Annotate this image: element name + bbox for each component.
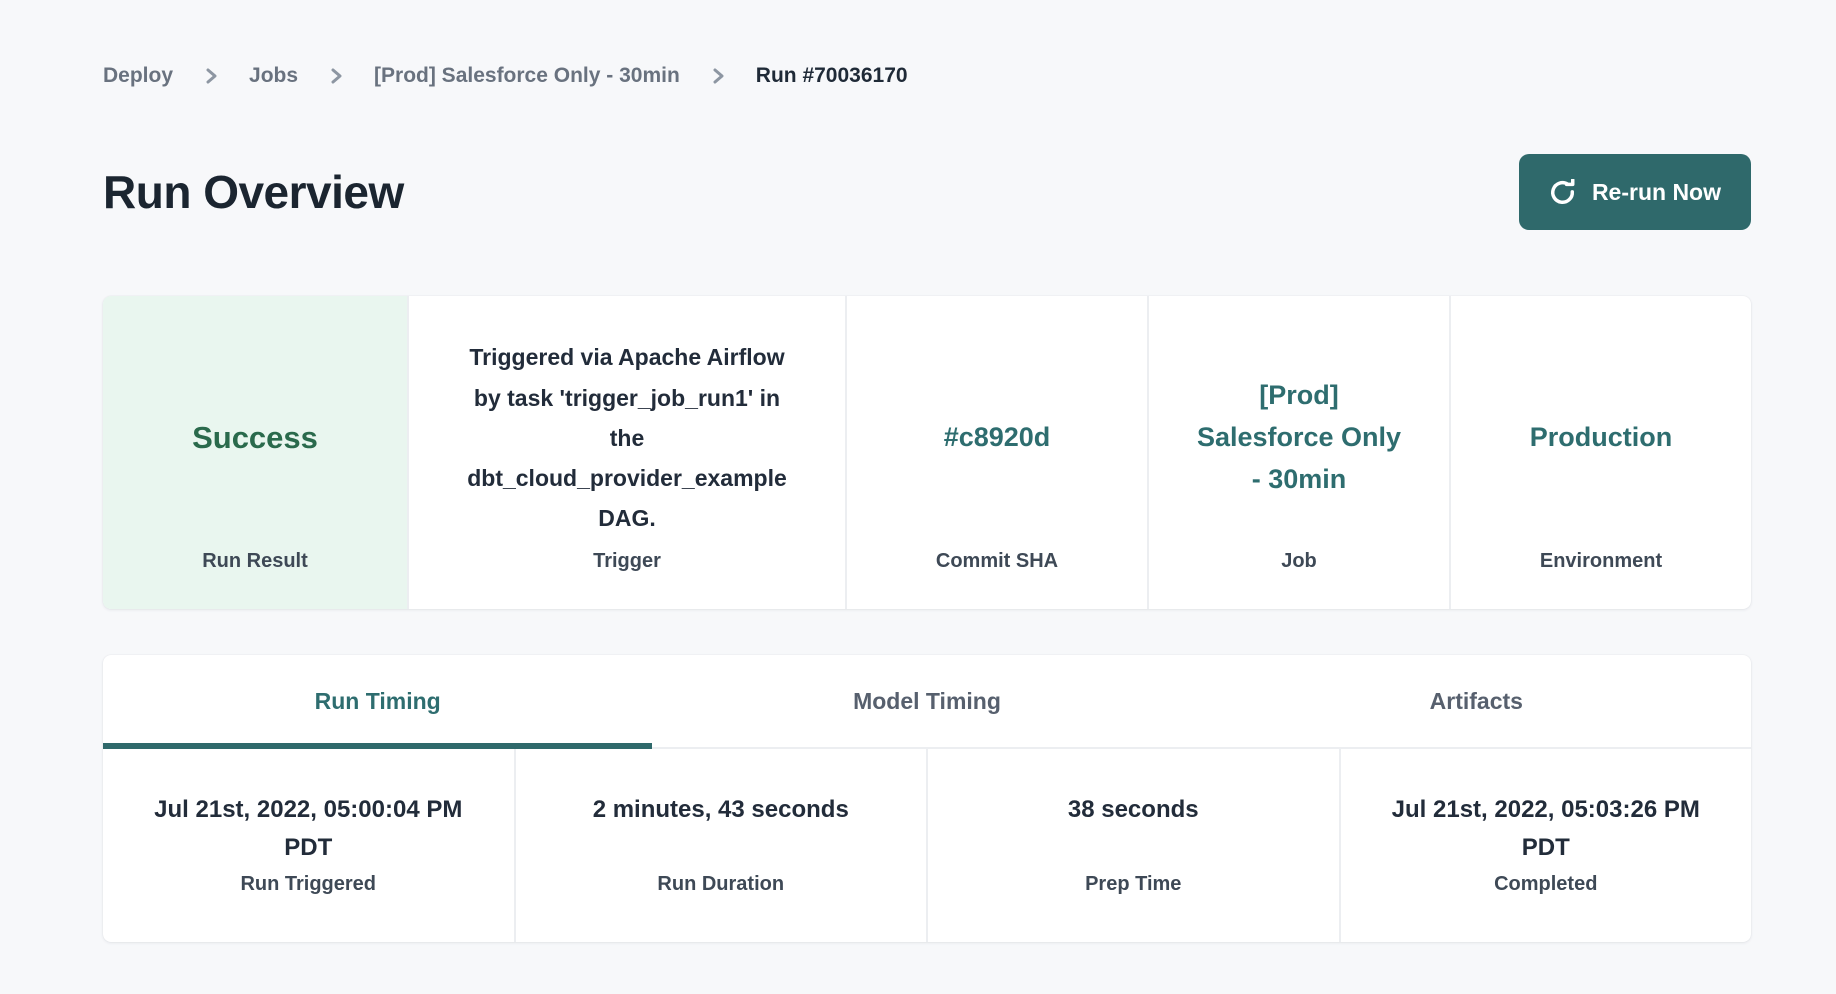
run-overview-page: Deploy Jobs [Prod] Salesforce Only - 30m…	[103, 0, 1751, 942]
run-details-panel: Run Timing Model Timing Artifacts Jul 21…	[103, 655, 1751, 942]
breadcrumb: Deploy Jobs [Prod] Salesforce Only - 30m…	[103, 0, 1751, 88]
chevron-right-icon	[203, 66, 219, 86]
job-link[interactable]: [Prod] Salesforce Only - 30min	[1196, 380, 1402, 494]
trigger-card: Triggered via Apache Airflow by task 'tr…	[407, 296, 845, 609]
breadcrumb-item-job-name[interactable]: [Prod] Salesforce Only - 30min	[374, 64, 680, 87]
page-header: Run Overview Re-run Now	[103, 154, 1751, 230]
run-triggered-label: Run Triggered	[240, 873, 377, 895]
breadcrumb-item-deploy[interactable]: Deploy	[103, 64, 174, 87]
trigger-value: Triggered via Apache Airflow by task 'tr…	[467, 344, 787, 532]
breadcrumb-item-jobs[interactable]: Jobs	[249, 64, 299, 87]
run-triggered-card: Jul 21st, 2022, 05:00:04 PM PDT Run Trig…	[103, 749, 514, 942]
tab-bar: Run Timing Model Timing Artifacts	[103, 655, 1751, 749]
commit-sha-label: Commit SHA	[935, 550, 1059, 572]
commit-sha-link[interactable]: #c8920d	[943, 422, 1051, 453]
completed-value: Jul 21st, 2022, 05:03:26 PM PDT	[1391, 796, 1700, 862]
completed-label: Completed	[1494, 873, 1598, 895]
run-duration-card: 2 minutes, 43 seconds Run Duration	[513, 749, 927, 942]
prep-time-value: 38 seconds	[1067, 796, 1199, 823]
run-result-card: Success Run Result	[103, 296, 407, 609]
environment-label: Environment	[1539, 550, 1663, 572]
rerun-now-button[interactable]: Re-run Now	[1518, 154, 1751, 230]
run-result-label: Run Result	[202, 550, 308, 572]
run-duration-label: Run Duration	[657, 873, 785, 895]
job-label: Job	[1281, 550, 1317, 572]
environment-card: Production Environment	[1449, 296, 1751, 609]
run-summary-cards: Success Run Result Triggered via Apache …	[103, 296, 1751, 609]
tab-run-timing[interactable]: Run Timing	[103, 655, 653, 749]
refresh-icon	[1549, 178, 1576, 206]
chevron-right-icon	[328, 66, 344, 86]
prep-time-card: 38 seconds Prep Time	[926, 749, 1339, 942]
run-timing-cards: Jul 21st, 2022, 05:00:04 PM PDT Run Trig…	[103, 749, 1751, 942]
environment-link[interactable]: Production	[1529, 422, 1673, 453]
prep-time-label: Prep Time	[1085, 873, 1182, 895]
trigger-label: Trigger	[593, 550, 661, 572]
commit-sha-card: #c8920d Commit SHA	[845, 296, 1147, 609]
chevron-right-icon	[710, 66, 726, 86]
page-title: Run Overview	[103, 166, 404, 218]
run-duration-value: 2 minutes, 43 seconds	[592, 796, 849, 823]
run-result-value: Success	[192, 420, 318, 455]
rerun-now-label: Re-run Now	[1591, 178, 1721, 205]
completed-card: Jul 21st, 2022, 05:03:26 PM PDT Complete…	[1338, 749, 1752, 942]
breadcrumb-item-run-number: Run #70036170	[755, 64, 908, 87]
tab-artifacts[interactable]: Artifacts	[1429, 687, 1523, 714]
run-triggered-value: Jul 21st, 2022, 05:00:04 PM PDT	[154, 796, 463, 862]
tab-model-timing[interactable]: Model Timing	[853, 687, 1001, 714]
job-card: [Prod] Salesforce Only - 30min Job	[1147, 296, 1449, 609]
